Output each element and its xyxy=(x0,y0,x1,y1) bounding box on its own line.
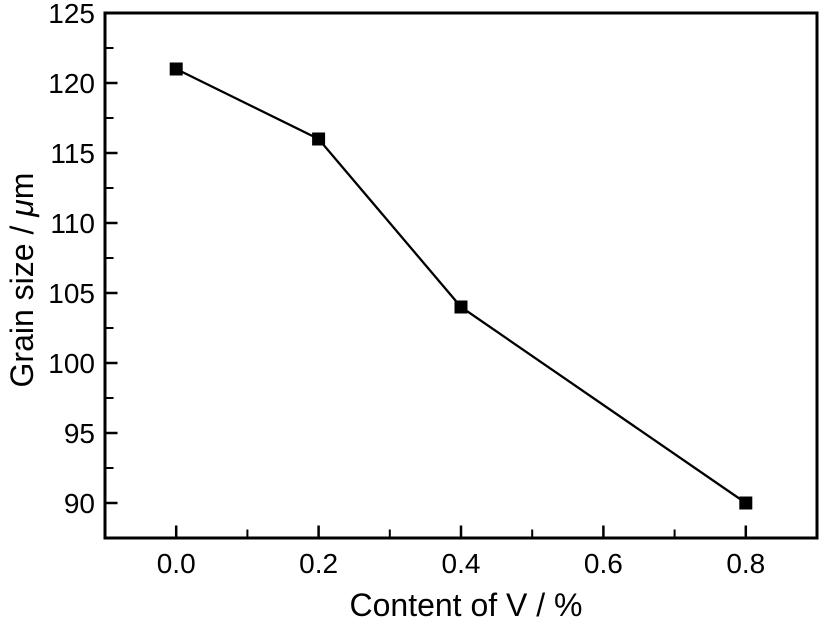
data-point-marker xyxy=(739,496,753,510)
y-tick-label: 100 xyxy=(48,348,95,379)
x-tick-label: 0.0 xyxy=(157,548,196,579)
y-axis-title-suffix: m xyxy=(4,172,40,200)
x-tick-label: 0.2 xyxy=(299,548,338,579)
y-axis-title: Grain size / μm xyxy=(4,172,40,388)
y-tick-label: 90 xyxy=(64,488,95,519)
x-tick-label: 0.8 xyxy=(726,548,765,579)
y-tick-label: 110 xyxy=(50,208,95,239)
data-point-marker xyxy=(454,300,468,314)
y-tick-label: 115 xyxy=(50,138,95,169)
data-point-marker xyxy=(169,62,183,76)
x-axis-title: Content of V / % xyxy=(349,587,583,623)
y-tick-label: 125 xyxy=(48,0,95,29)
y-axis-title-prefix: Grain size / xyxy=(4,216,40,388)
plot-frame xyxy=(103,11,819,540)
y-tick-label: 95 xyxy=(64,418,95,449)
y-tick-label: 105 xyxy=(48,278,95,309)
x-tick-label: 0.4 xyxy=(442,548,481,579)
y-axis-title-mu: μ xyxy=(4,199,40,217)
x-tick-label: 0.6 xyxy=(584,548,623,579)
data-point-marker xyxy=(312,132,326,146)
y-tick-label: 120 xyxy=(48,68,95,99)
data-line xyxy=(175,67,747,504)
